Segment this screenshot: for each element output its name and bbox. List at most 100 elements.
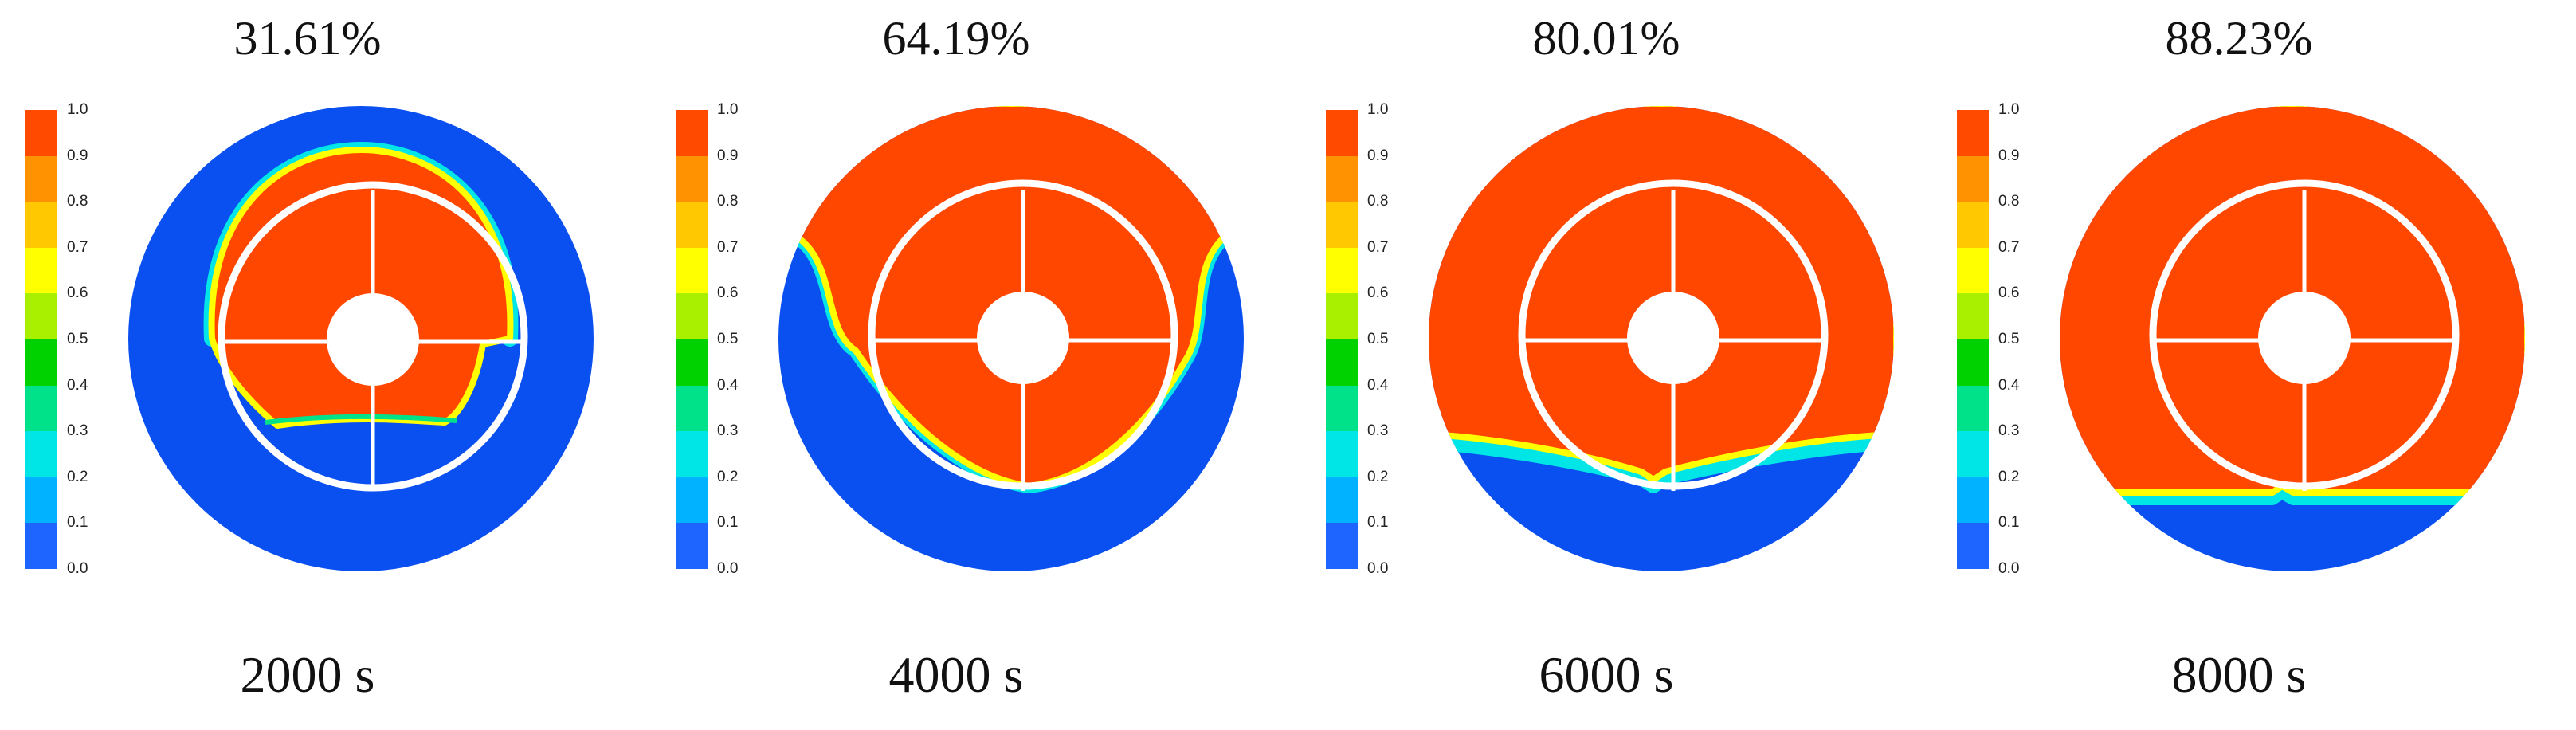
center-hole bbox=[977, 292, 1069, 384]
colorbar bbox=[676, 110, 708, 570]
colorbar-tick-label: 0.7 bbox=[1367, 238, 1389, 256]
colorbar-tick-label: 0.0 bbox=[67, 560, 88, 577]
colorbar-tick-label: 0.9 bbox=[1367, 147, 1389, 164]
colorbar bbox=[1326, 110, 1358, 570]
colorbar-segment bbox=[25, 247, 57, 294]
colorbar-segment bbox=[676, 477, 708, 524]
liquid-region bbox=[1429, 106, 1894, 483]
colorbar-tick-label: 0.7 bbox=[717, 238, 739, 256]
colorbar-tick-label: 0.8 bbox=[1367, 193, 1389, 210]
colorbar-tick-label: 0.1 bbox=[717, 514, 739, 532]
colorbar bbox=[25, 110, 57, 570]
colorbar-tick-label: 0.2 bbox=[1998, 468, 2020, 485]
contour-disk bbox=[778, 106, 1244, 571]
colorbar-tick-label: 0.4 bbox=[67, 376, 88, 394]
colorbar-tick-label: 0.9 bbox=[1998, 147, 2020, 164]
colorbar-tick-label: 0.3 bbox=[67, 422, 88, 440]
contour-disk bbox=[1429, 106, 1894, 571]
colorbar-segment bbox=[1957, 293, 1989, 340]
center-hole bbox=[2258, 292, 2351, 384]
colorbar-segment bbox=[676, 155, 708, 202]
colorbar-tick-label: 0.6 bbox=[1998, 285, 2020, 302]
colorbar-tick-label: 0.5 bbox=[1998, 331, 2020, 347]
contour-disk bbox=[2060, 106, 2525, 571]
colorbar-segment bbox=[1957, 110, 1989, 157]
colorbar-segment bbox=[1326, 247, 1358, 294]
fill-percentage-label: 31.61% bbox=[233, 12, 382, 65]
colorbar-segment bbox=[676, 385, 708, 432]
colorbar-segment bbox=[676, 202, 708, 249]
time-label: 8000 s bbox=[2171, 646, 2307, 703]
colorbar-segment bbox=[25, 477, 57, 524]
colorbar-segment bbox=[1326, 293, 1358, 340]
colorbar-tick-label: 0.5 bbox=[1367, 331, 1389, 347]
interface-line bbox=[265, 414, 457, 425]
colorbar-tick-label: 0.6 bbox=[67, 285, 88, 302]
colorbar-segment bbox=[1326, 431, 1358, 478]
colorbar-tick-label: 0.0 bbox=[1998, 560, 2020, 577]
colorbar-tick-label: 1.0 bbox=[1367, 101, 1389, 118]
contour-disk bbox=[128, 106, 594, 571]
colorbar-segment bbox=[1326, 477, 1358, 524]
colorbar-segment bbox=[1326, 339, 1358, 387]
colorbar-segment bbox=[25, 339, 57, 387]
colorbar-tick-label: 0.4 bbox=[717, 376, 739, 394]
colorbar-segment bbox=[676, 110, 708, 157]
colorbar-tick-label: 1.0 bbox=[717, 101, 739, 118]
colorbar-tick-label: 0.4 bbox=[1367, 376, 1389, 394]
fill-percentage-label: 88.23% bbox=[2165, 12, 2313, 65]
colorbar-segment bbox=[25, 202, 57, 249]
colorbar-segment bbox=[676, 293, 708, 340]
colorbar-segment bbox=[1957, 431, 1989, 478]
colorbar-tick-label: 0.1 bbox=[1367, 514, 1389, 532]
colorbar-segment bbox=[25, 293, 57, 340]
colorbar-segment bbox=[25, 155, 57, 202]
colorbar-segment bbox=[676, 339, 708, 387]
panel-4: 88.23% 1.0 0.9 0.8 0.7 0.6 0.5 0.4 0.3 0.2 0.1 0.0… bbox=[1931, 0, 2575, 730]
colorbar-tick-label: 0.2 bbox=[1367, 468, 1389, 485]
center-hole bbox=[1627, 292, 1719, 384]
colorbar-tick-label: 0.8 bbox=[67, 193, 88, 210]
colorbar-segment bbox=[1326, 202, 1358, 249]
colorbar-tick-label: 0.6 bbox=[717, 285, 739, 302]
colorbar-segment bbox=[25, 110, 57, 157]
colorbar-tick-label: 0.4 bbox=[1998, 376, 2020, 394]
colorbar-segment bbox=[1957, 155, 1989, 202]
colorbar-tick-label: 0.5 bbox=[717, 331, 739, 347]
colorbar-tick-label: 0.9 bbox=[67, 147, 88, 164]
colorbar-segment bbox=[1957, 385, 1989, 432]
colorbar-tick-label: 0.9 bbox=[717, 147, 739, 164]
colorbar-tick-label: 0.8 bbox=[717, 193, 739, 210]
time-label: 6000 s bbox=[1539, 646, 1674, 703]
colorbar-segment bbox=[1326, 110, 1358, 157]
colorbar-segment bbox=[1957, 339, 1989, 387]
colorbar-tick-label: 0.5 bbox=[67, 331, 88, 347]
colorbar-tick-label: 0.6 bbox=[1367, 285, 1389, 302]
panel-3: 80.01% 1.0 0.9 0.8 0.7 0.6 0.5 0.4 0.3 0.2 0.1 0.0… bbox=[1300, 0, 1944, 730]
colorbar-tick-label: 0.3 bbox=[1998, 422, 2020, 440]
colorbar-tick-label: 0.3 bbox=[717, 422, 739, 440]
colorbar-segment bbox=[676, 247, 708, 294]
colorbar-segment bbox=[676, 431, 708, 478]
colorbar-segment bbox=[1957, 202, 1989, 249]
colorbar-segment bbox=[1957, 523, 1989, 570]
panel-1: 31.61% 1.0 0.9 0.8 0.7 0.6 0.5 0.4 0.3 0.2 0.1 0.0… bbox=[0, 0, 644, 730]
colorbar-tick-label: 0.7 bbox=[1998, 238, 2020, 256]
colorbar-tick-label: 0.7 bbox=[67, 238, 88, 256]
colorbar-tick-label: 0.0 bbox=[717, 560, 739, 577]
center-hole bbox=[327, 293, 419, 386]
colorbar-tick-label: 0.1 bbox=[1998, 514, 2020, 532]
colorbar-tick-label: 0.8 bbox=[1998, 193, 2020, 210]
colorbar bbox=[1957, 110, 1989, 570]
colorbar-tick-label: 0.1 bbox=[67, 514, 88, 532]
colorbar-segment bbox=[1326, 523, 1358, 570]
colorbar-tick-label: 0.2 bbox=[67, 468, 88, 485]
colorbar-segment bbox=[1326, 385, 1358, 432]
fill-percentage-label: 80.01% bbox=[1532, 12, 1680, 65]
colorbar-tick-label: 0.2 bbox=[717, 468, 739, 485]
colorbar-tick-label: 0.3 bbox=[1367, 422, 1389, 440]
colorbar-segment bbox=[25, 385, 57, 432]
colorbar-segment bbox=[25, 431, 57, 478]
colorbar-segment bbox=[25, 523, 57, 570]
fill-percentage-label: 64.19% bbox=[882, 12, 1030, 65]
